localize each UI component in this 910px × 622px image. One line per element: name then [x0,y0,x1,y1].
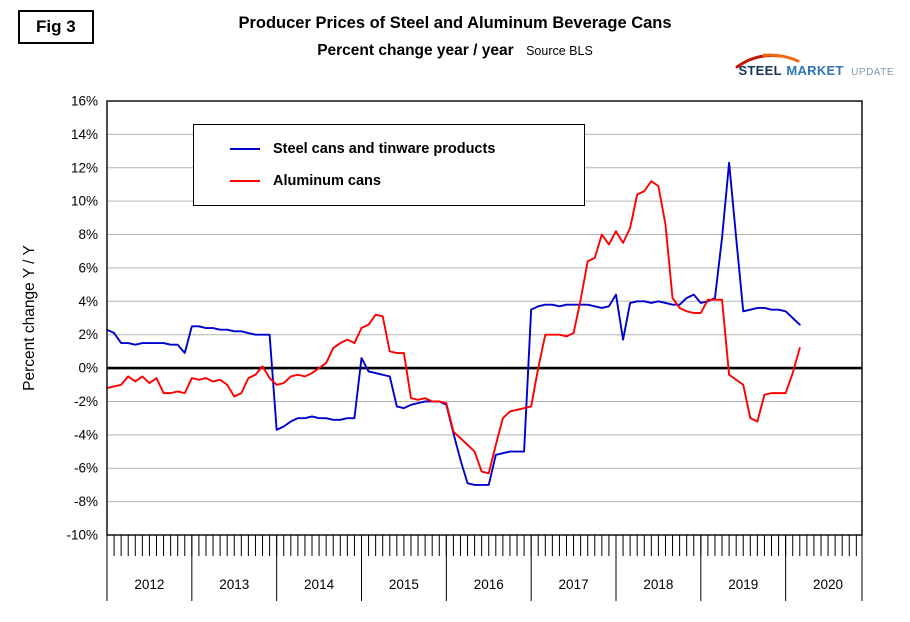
svg-text:14%: 14% [71,127,98,142]
chart-subtitle-line: Percent change year / year Source BLS [0,42,910,60]
svg-text:8%: 8% [78,227,98,242]
legend-label-aluminum: Aluminum cans [273,173,381,189]
svg-text:2018: 2018 [643,577,673,592]
svg-text:2012: 2012 [134,577,164,592]
svg-text:2017: 2017 [559,577,589,592]
svg-text:-4%: -4% [74,427,98,442]
svg-text:10%: 10% [71,194,98,209]
logo-word-steel: STEEL [738,63,782,78]
svg-text:2019: 2019 [728,577,758,592]
svg-text:2016: 2016 [474,577,504,592]
logo-word-market: MARKET [786,63,844,78]
svg-text:2013: 2013 [219,577,249,592]
steel-line-sample-icon [230,148,260,150]
svg-text:-8%: -8% [74,494,98,509]
figure-number-label: Fig 3 [36,17,76,36]
svg-text:16%: 16% [71,94,98,109]
chart-title: Producer Prices of Steel and Aluminum Be… [238,14,672,32]
svg-text:2015: 2015 [389,577,419,592]
chart-subtitle: Percent change year / year [317,42,514,59]
svg-text:4%: 4% [78,294,98,309]
svg-text:0%: 0% [78,361,98,376]
svg-text:-10%: -10% [66,528,98,543]
svg-text:6%: 6% [78,260,98,275]
steel-market-update-logo: STEEL MARKET UPDATE [735,53,894,80]
legend-item-steel: Steel cans and tinware products [230,141,584,157]
svg-text:12%: 12% [71,160,98,175]
figure-number-box: Fig 3 [18,10,94,44]
legend-label-steel: Steel cans and tinware products [273,141,496,157]
aluminum-line-sample-icon [230,180,260,182]
svg-text:-2%: -2% [74,394,98,409]
logo-word-update: UPDATE [851,67,894,78]
source-label: Source BLS [526,44,593,58]
chart-legend: Steel cans and tinware products Aluminum… [193,124,585,206]
y-axis-title: Percent change Y / Y [21,245,38,391]
svg-text:-6%: -6% [74,461,98,476]
svg-text:2014: 2014 [304,577,335,592]
legend-item-aluminum: Aluminum cans [230,173,584,189]
svg-text:2020: 2020 [813,577,843,592]
logo-swoosh-icon [735,53,800,69]
svg-text:2%: 2% [78,327,98,342]
